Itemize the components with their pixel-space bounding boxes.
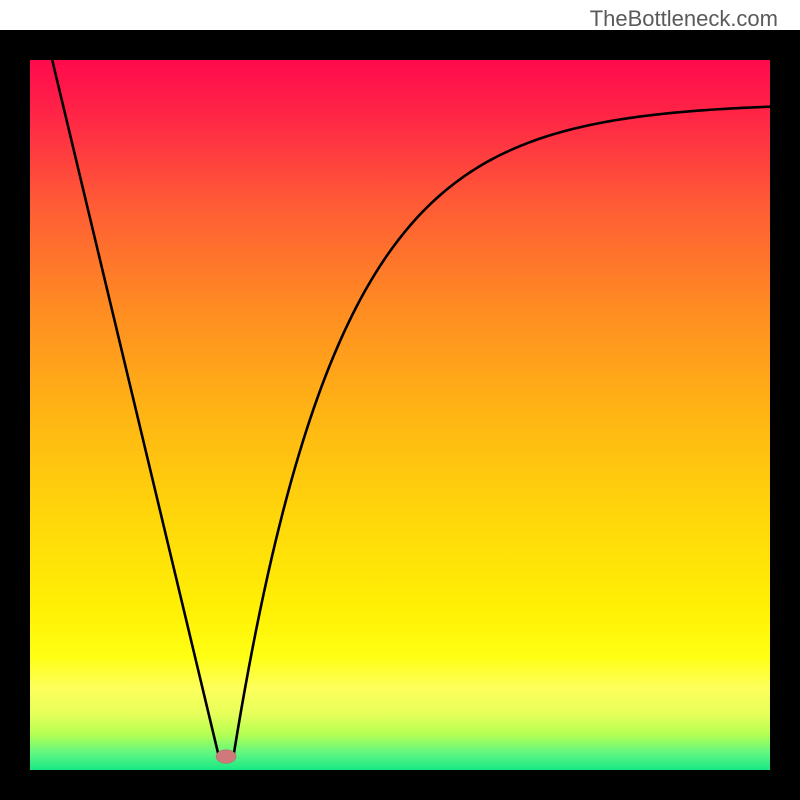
chart-plot-area (30, 60, 770, 770)
minimum-marker (216, 750, 236, 763)
chart-background (30, 60, 770, 770)
chart-svg (30, 60, 770, 770)
figure-root: TheBottleneck.com (0, 0, 800, 800)
watermark-text: TheBottleneck.com (590, 6, 778, 32)
